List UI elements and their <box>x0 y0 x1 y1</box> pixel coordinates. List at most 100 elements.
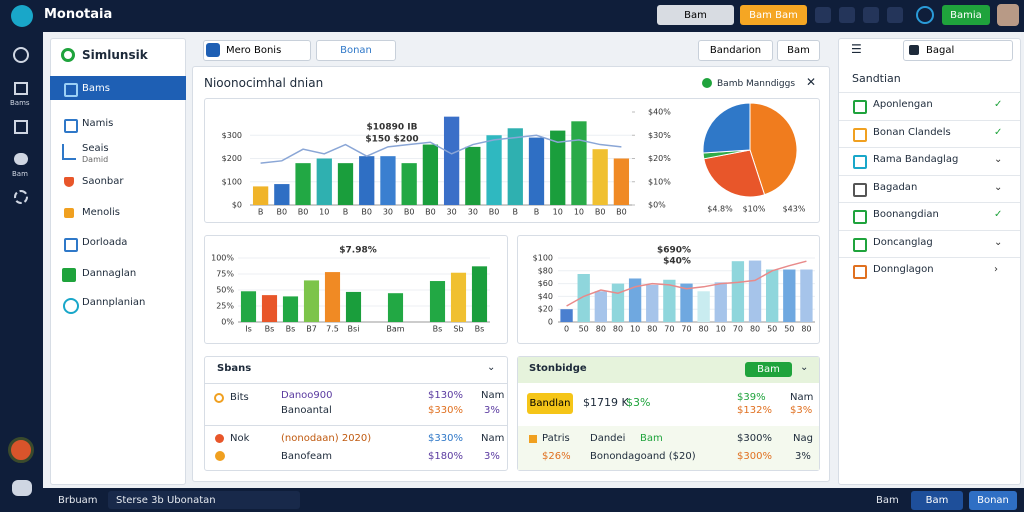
icon-button[interactable] <box>863 7 879 23</box>
item-icon <box>853 237 867 252</box>
list-item[interactable] <box>839 229 1020 256</box>
table-title: Sbans <box>217 363 252 374</box>
cell: $300% <box>737 433 772 444</box>
list-item[interactable] <box>839 92 1020 118</box>
green-button[interactable]: Bam <box>745 362 792 377</box>
rail-icon[interactable] <box>13 47 29 63</box>
item-icon <box>853 265 867 279</box>
table-title: Stonbidge <box>529 363 587 374</box>
item-icon <box>64 83 78 97</box>
dropdown-icon <box>206 43 220 57</box>
sidebar-logo <box>61 48 75 62</box>
cell: $3% <box>790 405 813 416</box>
cell: (nonodaan) 2020) <box>281 433 372 444</box>
item-icon <box>853 182 867 197</box>
icon-button[interactable] <box>887 7 903 23</box>
select[interactable]: Bagal <box>903 40 1013 61</box>
rail-icon[interactable] <box>14 82 28 95</box>
sidebar-item[interactable]: Saonbar <box>82 176 124 187</box>
chart-card <box>204 235 508 344</box>
sidebar-title: Simlunsik <box>82 48 148 62</box>
sidebar-item[interactable]: Dannaglan <box>82 268 137 279</box>
sidebar-item[interactable]: Namis <box>82 118 114 129</box>
button[interactable]: Bam <box>911 491 963 510</box>
select-icon <box>909 45 919 55</box>
cell: 3% <box>484 405 500 416</box>
rail-icon[interactable] <box>14 153 28 165</box>
divider <box>205 383 507 384</box>
cell: Nam <box>481 433 505 444</box>
dropdown[interactable]: Sterse 3b Ubonatan <box>108 491 300 509</box>
orange-button[interactable]: Bam Bam <box>740 5 807 25</box>
item-icon <box>853 210 867 224</box>
sidebar-item[interactable]: Dannplanian <box>82 297 146 308</box>
item-label: Boonangdian <box>873 209 939 220</box>
dropdown[interactable]: Mero Bonis <box>203 40 311 61</box>
chevron[interactable]: ⌄ <box>487 362 496 373</box>
cell: $3% <box>626 396 651 409</box>
cell: $26% <box>542 451 571 462</box>
item-action[interactable]: ⌄ <box>994 181 1003 193</box>
search-box[interactable]: Bandarion <box>698 40 773 61</box>
chevron[interactable]: ⌄ <box>800 362 809 373</box>
row-icon <box>214 393 224 403</box>
sidebar-item[interactable]: Menolis <box>82 207 121 218</box>
rail-label: Bam <box>12 170 28 178</box>
avatar[interactable] <box>997 4 1019 26</box>
logo[interactable] <box>11 5 33 27</box>
close-button[interactable]: ✕ <box>806 75 817 89</box>
row-bg <box>518 426 819 470</box>
list-item[interactable] <box>839 174 1020 201</box>
cell: Nag <box>793 433 813 444</box>
cell: Nam <box>481 390 505 401</box>
cell: Banofeam <box>281 451 332 462</box>
cell: Danoo900 <box>281 390 333 401</box>
item-action[interactable]: ⌄ <box>994 154 1003 165</box>
item-action[interactable]: › <box>994 264 998 275</box>
item-icon <box>62 268 76 282</box>
list-item[interactable] <box>839 119 1020 146</box>
rail-avatar[interactable] <box>8 437 34 463</box>
list-item[interactable] <box>839 202 1020 228</box>
item-icon <box>853 155 867 169</box>
cell: Bonondagoand ($20) <box>590 451 696 462</box>
rail-icon[interactable] <box>14 190 28 204</box>
divider <box>205 425 507 426</box>
sidebar-item[interactable]: Dorloada <box>82 237 128 248</box>
rail-icon[interactable] <box>14 120 28 134</box>
button[interactable]: Bonan <box>969 491 1017 510</box>
left-rail <box>0 32 43 512</box>
sidebar-subitem[interactable]: Damid <box>82 155 109 164</box>
item-label: Rama Bandaglag <box>873 154 959 165</box>
item-action[interactable]: ✓ <box>994 99 1003 110</box>
item-action[interactable]: ✓ <box>994 126 1003 138</box>
item-label: Donnglagon <box>873 264 934 275</box>
item-label: Aponlengan <box>873 99 933 110</box>
status-icon[interactable] <box>916 6 934 24</box>
menu-icon[interactable]: ☰ <box>851 42 862 56</box>
cell: Nok <box>230 433 250 444</box>
list-item[interactable] <box>839 147 1020 173</box>
item-icon <box>63 298 79 314</box>
sidebar-item[interactable]: Bams <box>82 83 110 94</box>
list-item[interactable] <box>839 257 1020 283</box>
sidebar-item[interactable]: Seais <box>82 143 109 154</box>
item-action[interactable]: ✓ <box>994 209 1003 220</box>
item-label: Bagadan <box>873 181 918 193</box>
cell: Patris <box>542 433 570 444</box>
item-icon <box>64 177 74 187</box>
dropdown[interactable]: Bam <box>657 5 734 25</box>
green-button[interactable]: Bamia <box>942 5 990 25</box>
cell: 3% <box>484 451 500 462</box>
item-action[interactable]: ⌄ <box>994 236 1003 248</box>
chart-card <box>204 98 820 223</box>
rail-icon[interactable] <box>12 480 32 496</box>
icon-button[interactable] <box>815 7 831 23</box>
icon-button[interactable] <box>839 7 855 23</box>
cell: $330% <box>428 433 463 444</box>
bottom-link[interactable]: Bam <box>876 495 899 506</box>
select[interactable]: Bam <box>777 40 820 61</box>
item-icon <box>64 208 74 218</box>
filter[interactable]: Bonan <box>316 40 396 61</box>
